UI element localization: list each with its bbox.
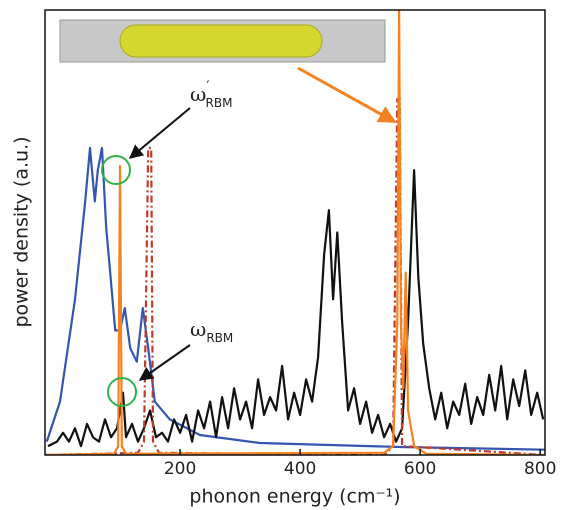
annotation-sub: RBM	[206, 96, 233, 110]
x-tick-label: 400	[284, 459, 316, 479]
series-line	[45, 10, 545, 455]
highlight-circle	[107, 377, 137, 407]
y-axis-label: power density (a.u.)	[11, 136, 33, 327]
series-line	[47, 169, 545, 448]
annotation-symbol: ω	[190, 317, 206, 341]
annotation: ωRBM	[190, 317, 233, 345]
encapsulated-wire	[119, 24, 323, 58]
arrow	[297, 66, 397, 124]
x-tick-label: 800	[524, 459, 556, 479]
annotation-symbol: ω	[190, 82, 206, 106]
x-tick-label: 200	[164, 459, 196, 479]
x-axis-label: phonon energy (cm⁻¹)	[189, 486, 400, 508]
plot-area	[45, 10, 545, 455]
annotation: ω′ RBM	[190, 79, 232, 110]
arrow	[128, 107, 191, 159]
highlight-circle	[101, 155, 131, 185]
annotation-sup: ′	[206, 79, 209, 95]
x-tick-label: 600	[404, 459, 436, 479]
arrow	[138, 344, 191, 381]
plot-frame	[44, 9, 546, 456]
annotation-sub: RBM	[206, 331, 233, 345]
nanotube-inset	[59, 19, 386, 63]
